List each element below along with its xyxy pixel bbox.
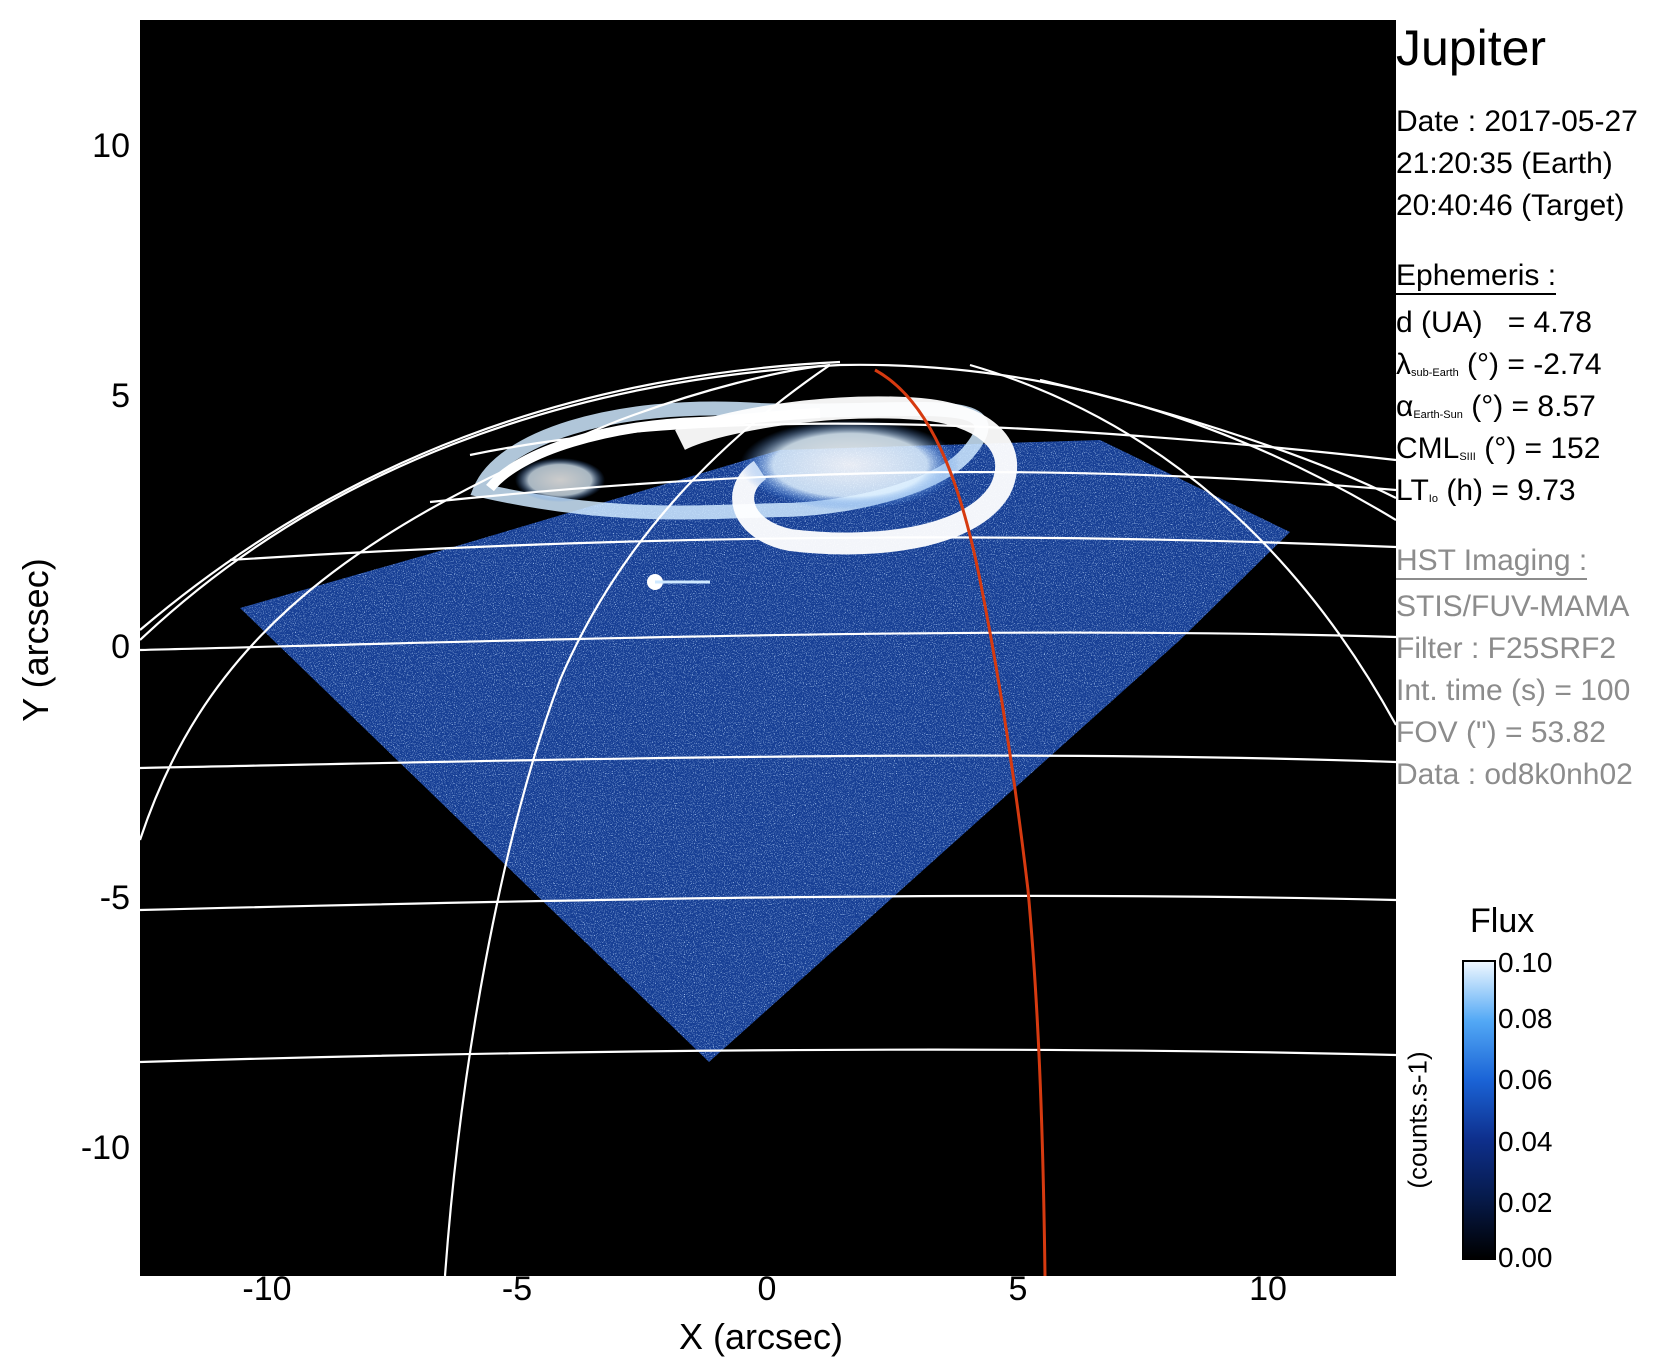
hst-fov: FOV (") = 53.82 bbox=[1396, 716, 1606, 749]
y-tick-label: -10 bbox=[80, 1129, 130, 1167]
time-target: 20:40:46 (Target) bbox=[1396, 189, 1625, 222]
y-tick-label: 0 bbox=[111, 628, 130, 666]
x-tick-label: 10 bbox=[1249, 1270, 1287, 1308]
hst-int-time: Int. time (s) = 100 bbox=[1396, 674, 1631, 707]
target-title: Jupiter bbox=[1396, 20, 1547, 76]
ephemeris-phase-angle: αEarth-Sun (°) = 8.57 bbox=[1396, 390, 1596, 423]
hst-heading: HST Imaging : bbox=[1396, 540, 1588, 582]
auroral-image bbox=[140, 20, 1396, 1276]
x-tick-label: 5 bbox=[1008, 1270, 1028, 1308]
date-line: Date : 2017-05-27 bbox=[1396, 105, 1638, 138]
ephemeris-cml: CMLSIII (°) = 152 bbox=[1396, 432, 1601, 465]
colorbar-tick: 0.04 bbox=[1498, 1126, 1553, 1157]
x-tick-label: -10 bbox=[242, 1270, 292, 1308]
y-tick-label: -5 bbox=[99, 879, 130, 917]
io-footprint-trace bbox=[874, 368, 1047, 1276]
plot-frame bbox=[140, 20, 1396, 1276]
colorbar-tick: 0.06 bbox=[1498, 1064, 1553, 1095]
colorbar-tick: 0.10 bbox=[1498, 947, 1553, 978]
hst-filter: Filter : F25SRF2 bbox=[1396, 632, 1617, 665]
hst-instrument: STIS/FUV-MAMA bbox=[1396, 590, 1630, 623]
colorbar-tick: 0.08 bbox=[1498, 1003, 1553, 1034]
colorbar-title: Flux bbox=[1470, 902, 1535, 940]
ephemeris-lt-io: LTIo (h) = 9.73 bbox=[1396, 474, 1576, 507]
x-tick-label: -5 bbox=[501, 1270, 533, 1308]
colorbar bbox=[1462, 960, 1496, 1260]
hst-data-id: Data : od8k0nh02 bbox=[1396, 758, 1633, 791]
ephemeris-heading: Ephemeris : bbox=[1396, 255, 1557, 297]
ephemeris-distance: d (UA) = 4.78 bbox=[1396, 306, 1592, 339]
colorbar-tick: 0.02 bbox=[1498, 1187, 1553, 1218]
y-tick-label: 10 bbox=[92, 127, 130, 165]
x-tick-label: 0 bbox=[757, 1270, 777, 1308]
y-axis-label: Y (arcsec) bbox=[15, 558, 56, 722]
planet-grid bbox=[140, 360, 1396, 1276]
x-axis-label: X (arcsec) bbox=[678, 1316, 844, 1357]
colorbar-tick: 0.00 bbox=[1498, 1242, 1553, 1273]
time-earth: 21:20:35 (Earth) bbox=[1396, 147, 1613, 180]
ephemeris-sub-earth-latitude: λsub-Earth (°) = -2.74 bbox=[1396, 348, 1602, 381]
colorbar-unit: (counts.s-1) bbox=[1402, 1051, 1433, 1189]
y-tick-label: 5 bbox=[111, 377, 130, 415]
